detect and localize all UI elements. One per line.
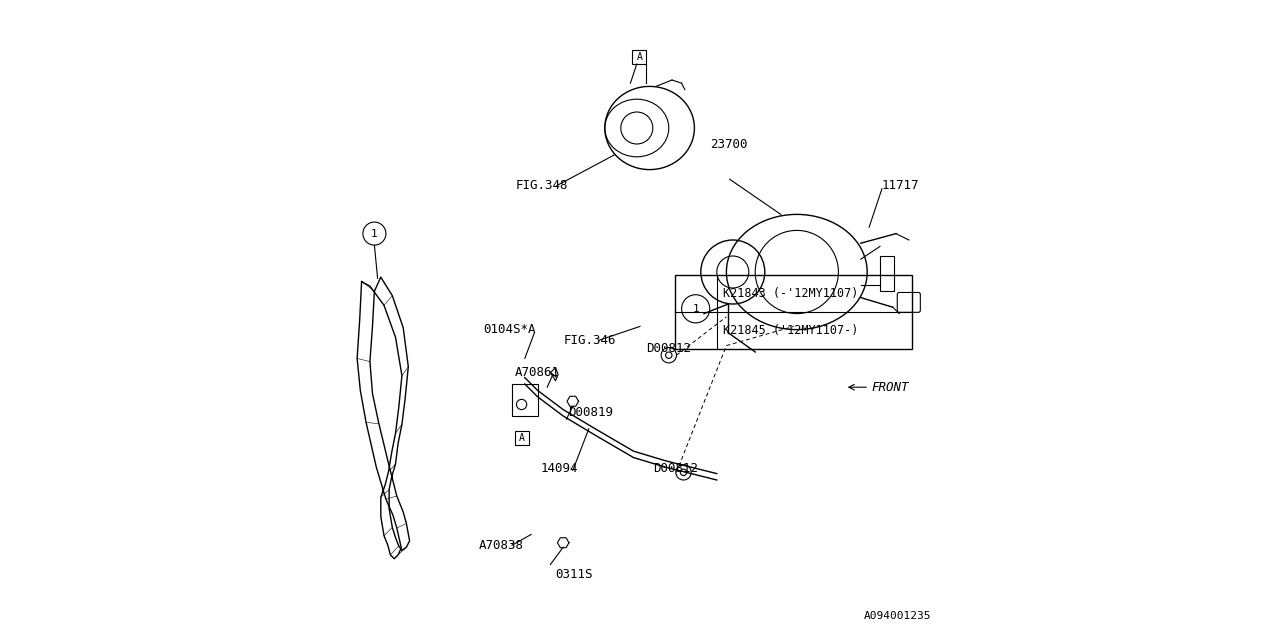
Bar xyxy=(676,275,911,349)
Text: 0311S: 0311S xyxy=(556,568,593,580)
Text: 0104S*A: 0104S*A xyxy=(484,323,536,336)
Bar xyxy=(881,256,895,291)
Text: FRONT: FRONT xyxy=(870,381,909,394)
Text: 23700: 23700 xyxy=(710,138,748,150)
Text: K21845 ('12MY1107-): K21845 ('12MY1107-) xyxy=(723,324,859,337)
Bar xyxy=(632,50,646,64)
Text: 14094: 14094 xyxy=(540,462,579,475)
Text: 1: 1 xyxy=(371,229,378,239)
Bar xyxy=(512,384,538,416)
Text: A: A xyxy=(520,433,525,443)
Text: D00812: D00812 xyxy=(653,462,698,475)
Text: FIG.346: FIG.346 xyxy=(563,334,616,347)
Text: 11717: 11717 xyxy=(882,179,919,192)
Text: D00819: D00819 xyxy=(568,406,613,419)
Text: 1: 1 xyxy=(692,304,699,314)
Text: FIG.348: FIG.348 xyxy=(516,179,568,192)
Text: D00812: D00812 xyxy=(646,342,691,355)
Text: A: A xyxy=(636,52,643,62)
Text: A094001235: A094001235 xyxy=(864,611,932,621)
Text: A70861: A70861 xyxy=(516,366,561,379)
Text: A70838: A70838 xyxy=(479,539,524,552)
Bar xyxy=(516,431,530,445)
Text: K21843 (-'12MY1107): K21843 (-'12MY1107) xyxy=(723,287,859,300)
